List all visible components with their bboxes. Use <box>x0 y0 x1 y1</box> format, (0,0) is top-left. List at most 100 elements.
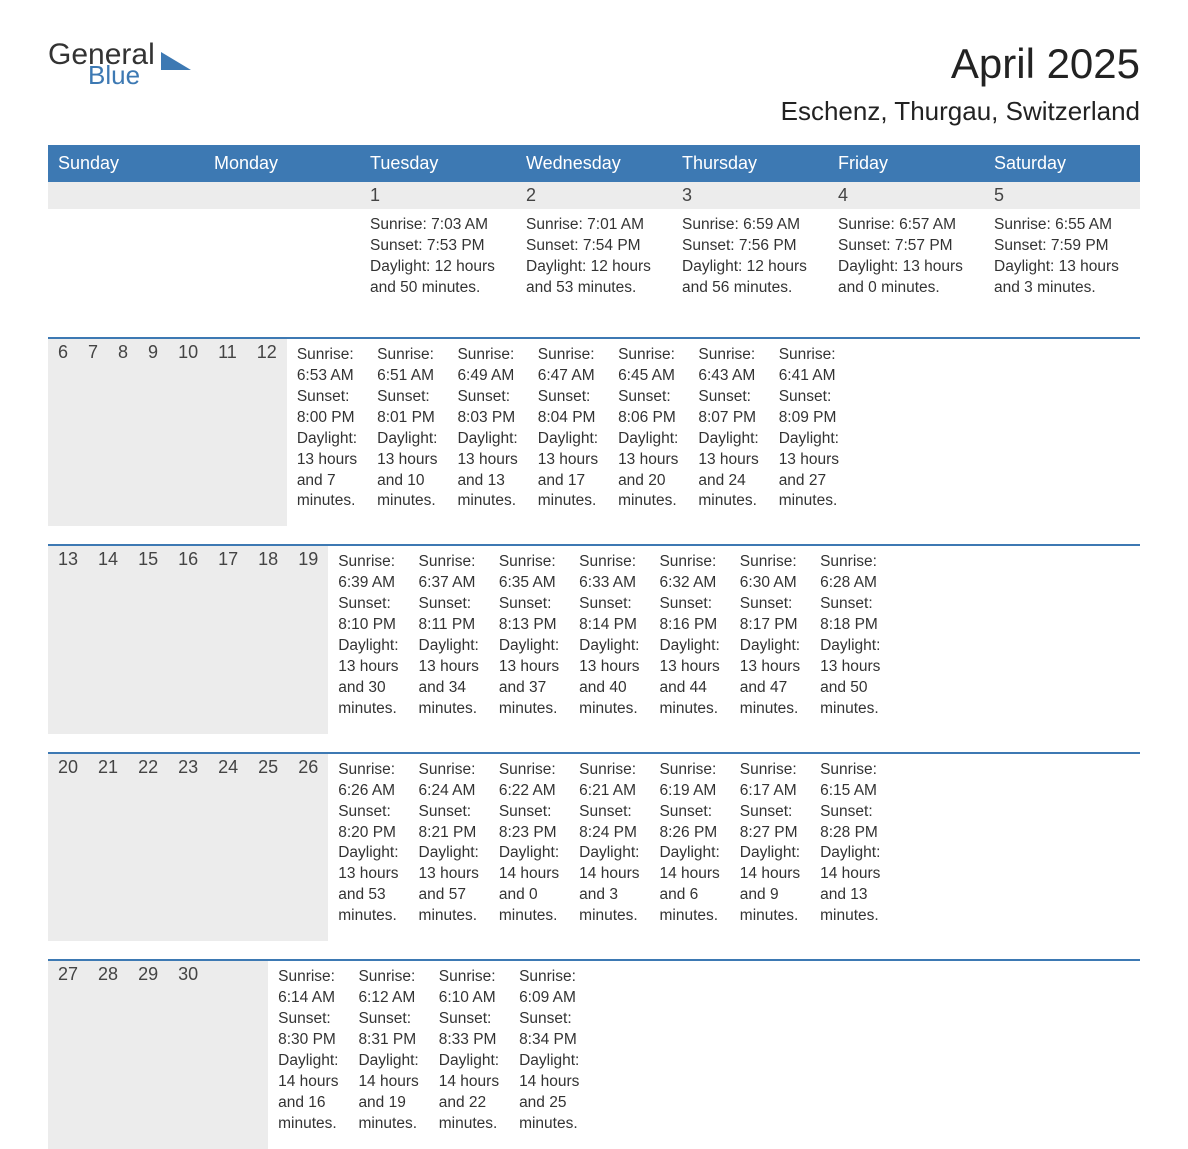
sunset-text: Sunset: 7:59 PM <box>994 236 1130 257</box>
day-number: 23 <box>168 754 208 941</box>
day-cell: Sunrise: 6:49 AMSunset: 8:03 PMDaylight:… <box>447 339 527 526</box>
daylight-line2: and 10 minutes. <box>377 471 437 513</box>
daylight-line1: Daylight: 14 hours <box>820 843 880 885</box>
day-number <box>228 961 248 1148</box>
day-number: 1 <box>360 182 516 209</box>
day-number: 2 <box>516 182 672 209</box>
daylight-line1: Daylight: 14 hours <box>439 1051 499 1093</box>
logo-blue: Blue <box>88 62 155 88</box>
sunset-text: Sunset: 8:13 PM <box>499 594 559 636</box>
day-cell: Sunrise: 6:39 AMSunset: 8:10 PMDaylight:… <box>328 546 408 733</box>
day-cell: Sunrise: 6:30 AMSunset: 8:17 PMDaylight:… <box>730 546 810 733</box>
daylight-line1: Daylight: 12 hours <box>526 257 662 278</box>
sunset-text: Sunset: 8:07 PM <box>698 387 758 429</box>
sunset-text: Sunset: 7:57 PM <box>838 236 974 257</box>
day-cell: Sunrise: 6:32 AMSunset: 8:16 PMDaylight:… <box>649 546 729 733</box>
daylight-line1: Daylight: 13 hours <box>538 429 598 471</box>
day-number: 3 <box>672 182 828 209</box>
daylight-line2: and 37 minutes. <box>499 678 559 720</box>
dayname: Wednesday <box>516 145 672 182</box>
day-cell: Sunrise: 6:59 AMSunset: 7:56 PMDaylight:… <box>672 209 828 319</box>
sunset-text: Sunset: 7:56 PM <box>682 236 818 257</box>
sunset-text: Sunset: 7:53 PM <box>370 236 506 257</box>
day-cell: Sunrise: 7:01 AMSunset: 7:54 PMDaylight:… <box>516 209 672 319</box>
sunset-text: Sunset: 8:27 PM <box>740 802 800 844</box>
daylight-line2: and 57 minutes. <box>419 885 479 927</box>
sunrise-text: Sunrise: 6:21 AM <box>579 760 639 802</box>
day-number <box>208 961 228 1148</box>
day-cell: Sunrise: 6:37 AMSunset: 8:11 PMDaylight:… <box>409 546 489 733</box>
sunrise-text: Sunrise: 6:39 AM <box>338 552 398 594</box>
daylight-line2: and 17 minutes. <box>538 471 598 513</box>
sunset-text: Sunset: 8:26 PM <box>659 802 719 844</box>
daylight-line1: Daylight: 14 hours <box>358 1051 418 1093</box>
sunset-text: Sunset: 8:10 PM <box>338 594 398 636</box>
daylight-line1: Daylight: 14 hours <box>740 843 800 885</box>
day-number: 12 <box>247 339 287 526</box>
dayname: Friday <box>828 145 984 182</box>
day-cell: Sunrise: 6:17 AMSunset: 8:27 PMDaylight:… <box>730 754 810 941</box>
logo-triangle-icon <box>161 52 191 70</box>
day-cell: Sunrise: 6:33 AMSunset: 8:14 PMDaylight:… <box>569 546 649 733</box>
daylight-line2: and 13 minutes. <box>820 885 880 927</box>
content-row: Sunrise: 6:39 AMSunset: 8:10 PMDaylight:… <box>328 546 890 733</box>
daylight-line1: Daylight: 13 hours <box>338 843 398 885</box>
content-row: Sunrise: 6:26 AMSunset: 8:20 PMDaylight:… <box>328 754 890 941</box>
sunrise-text: Sunrise: 6:55 AM <box>994 215 1130 236</box>
daylight-line1: Daylight: 13 hours <box>377 429 437 471</box>
day-cell: Sunrise: 6:35 AMSunset: 8:13 PMDaylight:… <box>489 546 569 733</box>
day-number: 17 <box>208 546 248 733</box>
daylight-line2: and 6 minutes. <box>659 885 719 927</box>
sunset-text: Sunset: 8:18 PM <box>820 594 880 636</box>
header: General Blue April 2025 Eschenz, Thurgau… <box>48 40 1140 127</box>
daylight-line2: and 0 minutes. <box>499 885 559 927</box>
day-number <box>204 182 360 209</box>
daynum-row: 13141516171819 <box>48 546 328 733</box>
sunset-text: Sunset: 8:09 PM <box>779 387 839 429</box>
sunset-text: Sunset: 8:30 PM <box>278 1009 338 1051</box>
day-number: 20 <box>48 754 88 941</box>
sunset-text: Sunset: 8:33 PM <box>439 1009 499 1051</box>
daylight-line2: and 40 minutes. <box>579 678 639 720</box>
day-cell: Sunrise: 6:24 AMSunset: 8:21 PMDaylight:… <box>409 754 489 941</box>
sunset-text: Sunset: 8:31 PM <box>358 1009 418 1051</box>
day-number <box>248 961 268 1148</box>
sunset-text: Sunset: 8:34 PM <box>519 1009 579 1051</box>
week: 13141516171819Sunrise: 6:39 AMSunset: 8:… <box>48 544 1140 733</box>
sunset-text: Sunset: 8:01 PM <box>377 387 437 429</box>
day-number: 21 <box>88 754 128 941</box>
day-number: 19 <box>288 546 328 733</box>
day-number: 10 <box>168 339 208 526</box>
daylight-line1: Daylight: 14 hours <box>278 1051 338 1093</box>
daynum-row: 27282930 <box>48 961 268 1148</box>
day-number: 28 <box>88 961 128 1148</box>
daylight-line2: and 3 minutes. <box>994 278 1130 299</box>
content-row: Sunrise: 6:14 AMSunset: 8:30 PMDaylight:… <box>268 961 649 1148</box>
daylight-line1: Daylight: 13 hours <box>838 257 974 278</box>
day-cell: Sunrise: 6:41 AMSunset: 8:09 PMDaylight:… <box>769 339 849 526</box>
sunrise-text: Sunrise: 7:03 AM <box>370 215 506 236</box>
day-number: 24 <box>208 754 248 941</box>
day-cell: Sunrise: 6:47 AMSunset: 8:04 PMDaylight:… <box>528 339 608 526</box>
day-number: 26 <box>288 754 328 941</box>
day-cell: Sunrise: 6:55 AMSunset: 7:59 PMDaylight:… <box>984 209 1140 319</box>
dayname: Tuesday <box>360 145 516 182</box>
daylight-line1: Daylight: 12 hours <box>370 257 506 278</box>
day-cell: Sunrise: 6:12 AMSunset: 8:31 PMDaylight:… <box>348 961 428 1148</box>
content-row: Sunrise: 7:03 AMSunset: 7:53 PMDaylight:… <box>48 209 1140 319</box>
sunset-text: Sunset: 8:14 PM <box>579 594 639 636</box>
sunset-text: Sunset: 8:06 PM <box>618 387 678 429</box>
week: 12345Sunrise: 7:03 AMSunset: 7:53 PMDayl… <box>48 182 1140 319</box>
sunrise-text: Sunrise: 6:22 AM <box>499 760 559 802</box>
day-number: 22 <box>128 754 168 941</box>
sunrise-text: Sunrise: 6:09 AM <box>519 967 579 1009</box>
sunrise-text: Sunrise: 6:57 AM <box>838 215 974 236</box>
day-number: 11 <box>208 339 247 526</box>
daylight-line2: and 47 minutes. <box>740 678 800 720</box>
sunrise-text: Sunrise: 6:37 AM <box>419 552 479 594</box>
daylight-line2: and 9 minutes. <box>740 885 800 927</box>
sunrise-text: Sunrise: 6:51 AM <box>377 345 437 387</box>
daylight-line1: Daylight: 13 hours <box>698 429 758 471</box>
title-block: April 2025 Eschenz, Thurgau, Switzerland <box>781 40 1140 127</box>
sunset-text: Sunset: 8:00 PM <box>297 387 357 429</box>
